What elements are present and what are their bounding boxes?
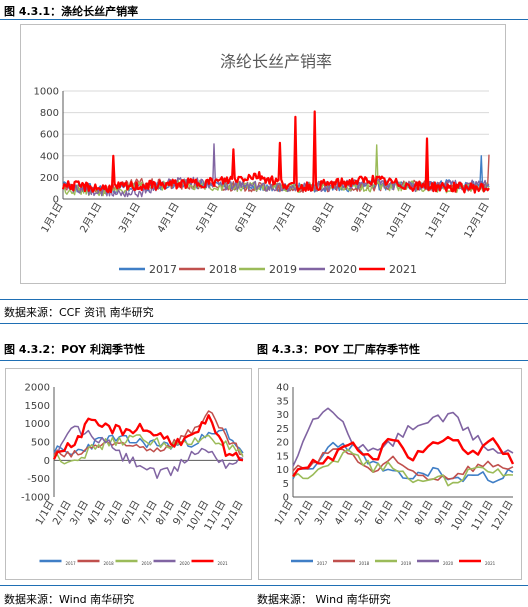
- x-tick-label: 8月1日: [310, 201, 337, 235]
- x-tick-label: 5月1日: [194, 201, 221, 235]
- rule: [0, 585, 528, 586]
- legend-label-2017: 2017: [317, 561, 328, 566]
- chart3-panel: 0 5 10 15 20 25 30 35 40 1/1日 2/1日 3/1日 4/1日 5/1日 6/1日…: [258, 368, 522, 580]
- y-tick-label: 30: [276, 410, 289, 421]
- x-tick-label: 9月1日: [349, 201, 376, 235]
- series-line-2021: [52, 414, 244, 462]
- chart-title: 涤纶长丝产销率: [220, 52, 332, 71]
- x-tick-label: 6月1日: [232, 200, 259, 234]
- y-tick-label: 35: [276, 396, 289, 407]
- x-tick-label: 1/1日: [273, 499, 296, 527]
- legend-label-2019: 2019: [142, 561, 153, 566]
- x-tick-label: 5/1日: [353, 499, 376, 527]
- legend-label-2018: 2018: [209, 263, 237, 276]
- series-line-2021: [292, 435, 515, 478]
- x-tick-label: 7/1日: [393, 499, 416, 527]
- y-tick-label: 400: [40, 151, 59, 162]
- rule: [0, 323, 528, 324]
- series-line-2018: [292, 448, 514, 481]
- figure-caption-2: 图 4.3.2：POY 利润季节性: [4, 343, 145, 356]
- y-tick-label: 500: [31, 438, 50, 449]
- rule: [0, 299, 528, 300]
- y-tick-label: 25: [276, 424, 289, 435]
- rule: [0, 19, 528, 20]
- series-line-2017: [292, 441, 514, 484]
- y-tick-label: 15: [276, 451, 289, 462]
- chart1-panel: 涤纶长丝产销率 0 200 400 600 800 1000 1月1日 2月1日 3月1日 4月1日…: [20, 24, 506, 284]
- y-tick-label: 5: [283, 479, 289, 490]
- series-line-2021: [61, 110, 490, 194]
- series-line-2018: [53, 410, 244, 458]
- source-note-3: 数据来源： Wind 南华研究: [257, 593, 391, 606]
- y-tick-label: 1000: [25, 419, 50, 430]
- figure-caption-3: 图 4.3.3：POY 工厂库存季节性: [257, 343, 420, 356]
- x-tick-label: 11月1日: [423, 201, 453, 241]
- legend-label-2021: 2021: [485, 561, 496, 566]
- y-tick-label: 20: [276, 438, 289, 449]
- legend-label-2020: 2020: [180, 561, 191, 566]
- figure-caption-1: 图 4.3.1：涤纶长丝产销率: [4, 5, 139, 18]
- chart2-panel: -1000 -500 0 500 1000 1500 2000 1/1日 2/1日 3/1日 4/1…: [5, 368, 252, 580]
- y-tick-label: 1500: [25, 401, 50, 412]
- x-tick-label: 1月1日: [39, 201, 66, 235]
- legend-label-2019: 2019: [401, 561, 412, 566]
- series-line-2019: [292, 448, 514, 487]
- legend-label-2017: 2017: [66, 561, 77, 566]
- legend-label-2018: 2018: [359, 561, 370, 566]
- chart1-svg: 涤纶长丝产销率 0 200 400 600 800 1000 1月1日 2月1日 3月1日 4月1日…: [34, 52, 492, 276]
- legend-label-2021: 2021: [389, 263, 417, 276]
- source-note-1: 数据来源：CCF 资讯 南华研究: [4, 306, 154, 319]
- y-tick-label: 1000: [34, 87, 59, 98]
- legend-label-2020: 2020: [443, 561, 454, 566]
- source-note-2: 数据来源：Wind 南华研究: [4, 593, 135, 606]
- x-tick-label: 3月1日: [116, 201, 143, 235]
- y-tick-label: 600: [40, 130, 59, 141]
- series-line-2020: [53, 425, 244, 479]
- legend-label-2021: 2021: [218, 561, 229, 566]
- x-tick-label: 2月1日: [78, 201, 105, 235]
- x-tick-label: 4月1日: [155, 201, 182, 235]
- y-tick-label: 0: [44, 456, 50, 467]
- legend-label-2020: 2020: [329, 263, 357, 276]
- x-tick-label: 8/1日: [413, 499, 436, 527]
- y-tick-label: 40: [276, 383, 289, 394]
- chart3-svg: 0 5 10 15 20 25 30 35 40 1/1日2/1日3/1日4/1日5/1日6/1日…: [273, 383, 516, 567]
- x-tick-label: 2/1日: [293, 499, 316, 527]
- legend-label-2017: 2017: [149, 263, 177, 276]
- legend-label-2019: 2019: [269, 263, 297, 276]
- y-tick-label: -500: [27, 474, 50, 485]
- x-tick-label: 6/1日: [373, 499, 396, 527]
- y-tick-label: 0: [53, 195, 59, 206]
- series-line-2019: [53, 434, 244, 465]
- y-tick-label: 2000: [25, 383, 50, 394]
- y-tick-label: -1000: [21, 493, 50, 504]
- x-tick-label: 7月1日: [271, 201, 298, 235]
- y-tick-label: 10: [276, 465, 289, 476]
- series-line-2020: [292, 407, 514, 467]
- x-tick-label: 4/1日: [333, 499, 356, 527]
- x-tick-label: 3/1日: [313, 499, 336, 527]
- chart2-svg: -1000-50005001000150020001/1日2/1日3/1日4/1…: [21, 383, 246, 567]
- y-tick-label: 0: [283, 493, 289, 504]
- x-tick-label: 12月1日: [462, 201, 492, 241]
- rule: [0, 360, 528, 361]
- y-tick-label: 800: [40, 108, 59, 119]
- legend-label-2018: 2018: [104, 561, 115, 566]
- x-tick-label: 10月1日: [384, 201, 414, 241]
- y-tick-label: 200: [40, 173, 59, 184]
